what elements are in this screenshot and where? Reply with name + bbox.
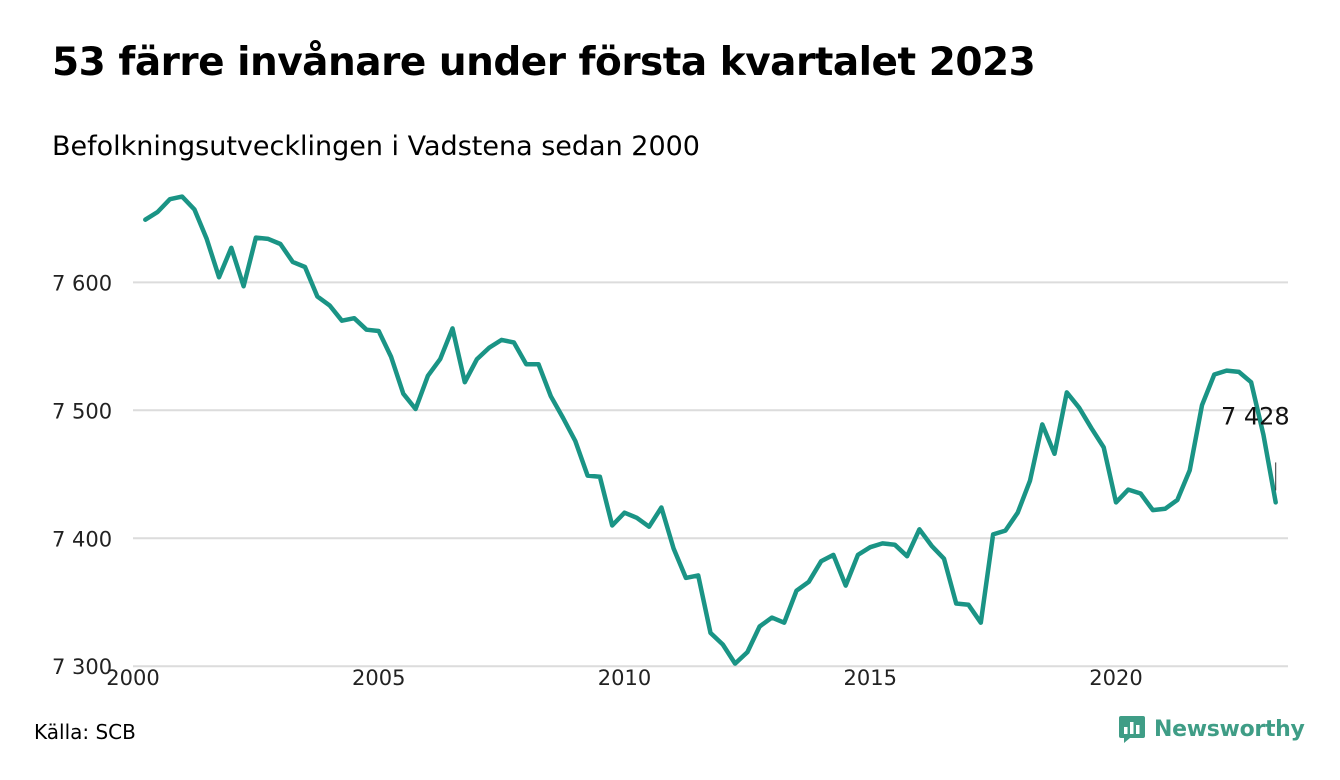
last-value-annotation: 7 428 [1221, 402, 1290, 491]
gridlines [133, 281, 1288, 668]
annotation-label: 7 428 [1221, 402, 1290, 430]
chart-title: 53 färre invånare under första kvartalet… [52, 40, 1036, 85]
bar-chart-logo-icon [1119, 716, 1145, 743]
y-tick-label: 7 400 [52, 527, 112, 551]
y-tick-label: 7 500 [52, 399, 112, 423]
x-axis-tick-labels: 2000 2005 2010 2015 2020 [106, 666, 1142, 690]
chart-subtitle: Befolkningsutvecklingen i Vadstena sedan… [52, 131, 700, 162]
newsworthy-brand[interactable]: Newsworthy [1118, 714, 1305, 744]
x-tick-label: 2015 [844, 666, 897, 690]
source-label: Källa: SCB [34, 720, 136, 744]
x-tick-label: 2010 [598, 666, 651, 690]
x-tick-label: 2020 [1089, 666, 1142, 690]
x-tick-label: 2000 [106, 666, 159, 690]
x-tick-label: 2005 [352, 666, 405, 690]
y-tick-label: 7 600 [52, 271, 112, 295]
line-chart: 7 300 7 400 7 500 7 600 2000 2005 2010 2015 202… [52, 194, 1290, 690]
y-axis-tick-labels: 7 300 7 400 7 500 7 600 [52, 271, 112, 679]
y-tick-label: 7 300 [52, 655, 112, 679]
population-line [143, 194, 1278, 666]
brand-name: Newsworthy [1154, 716, 1305, 742]
